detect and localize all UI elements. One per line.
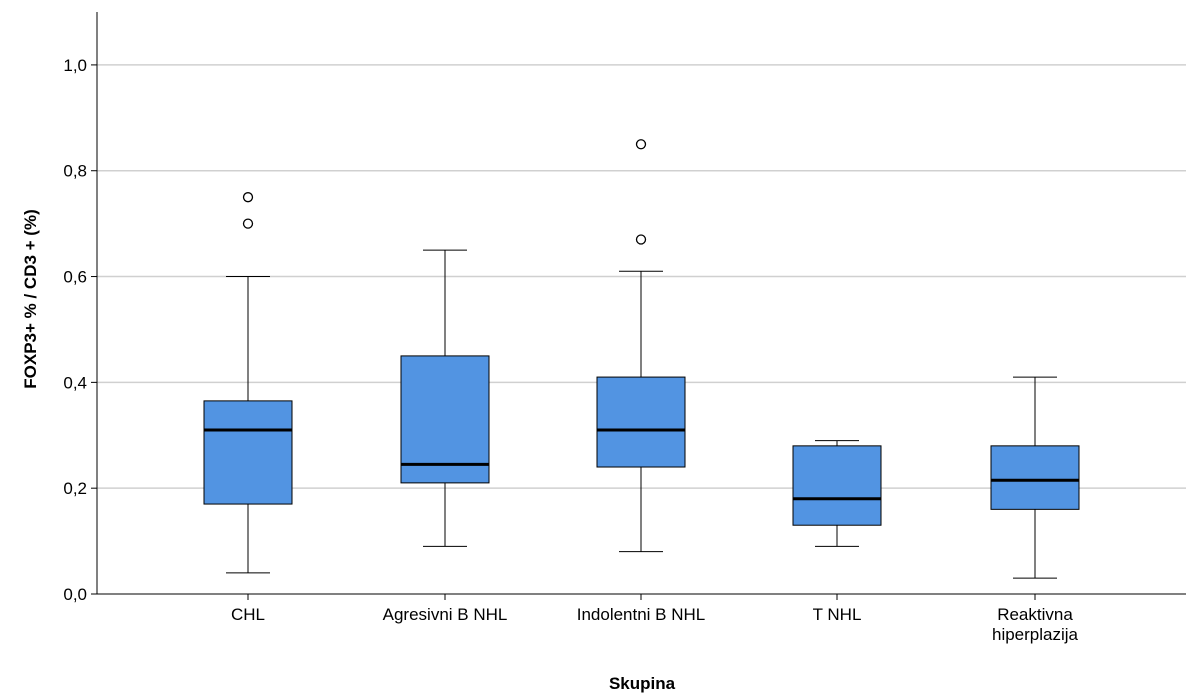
iqr-box xyxy=(792,445,882,526)
y-tick-label: 0,6 xyxy=(63,268,87,287)
x-tick-label: T NHL xyxy=(813,605,862,624)
axes xyxy=(91,12,1186,600)
y-axis-title: FOXP3+ % / CD3 + (%) xyxy=(21,209,40,389)
boxes xyxy=(203,139,1080,579)
iqr-box xyxy=(596,376,686,468)
box-group xyxy=(400,249,490,547)
iqr-box xyxy=(203,400,293,505)
y-tick-label: 0,4 xyxy=(63,373,87,392)
box-group xyxy=(596,139,686,553)
x-tick-label: Agresivni B NHL xyxy=(383,605,508,624)
outlier-point xyxy=(242,192,254,203)
y-tick-label: 0,0 xyxy=(63,585,87,604)
outlier-point xyxy=(242,218,254,229)
y-tick-label: 0,2 xyxy=(63,479,87,498)
x-tick-label: CHL xyxy=(231,605,265,624)
x-axis-title: Skupina xyxy=(609,674,676,693)
x-tick-labels: CHL Agresivni B NHL Indolentni B NHL T NHL R… xyxy=(231,605,1079,644)
x-tick-label: Indolentni B NHL xyxy=(577,605,706,624)
y-tick-labels: 0,0 0,2 0,4 0,6 0,8 1,0 xyxy=(63,56,87,604)
x-tick-label: Reaktivna hiperplazija xyxy=(992,605,1079,644)
outlier-point xyxy=(635,234,647,245)
outlier-point xyxy=(635,139,647,150)
y-tick-label: 0,8 xyxy=(63,162,87,181)
box-group xyxy=(990,376,1080,579)
box-group xyxy=(203,192,293,574)
iqr-box xyxy=(990,445,1080,510)
box-group xyxy=(792,440,882,547)
iqr-box xyxy=(400,355,490,484)
y-tick-label: 1,0 xyxy=(63,56,87,75)
